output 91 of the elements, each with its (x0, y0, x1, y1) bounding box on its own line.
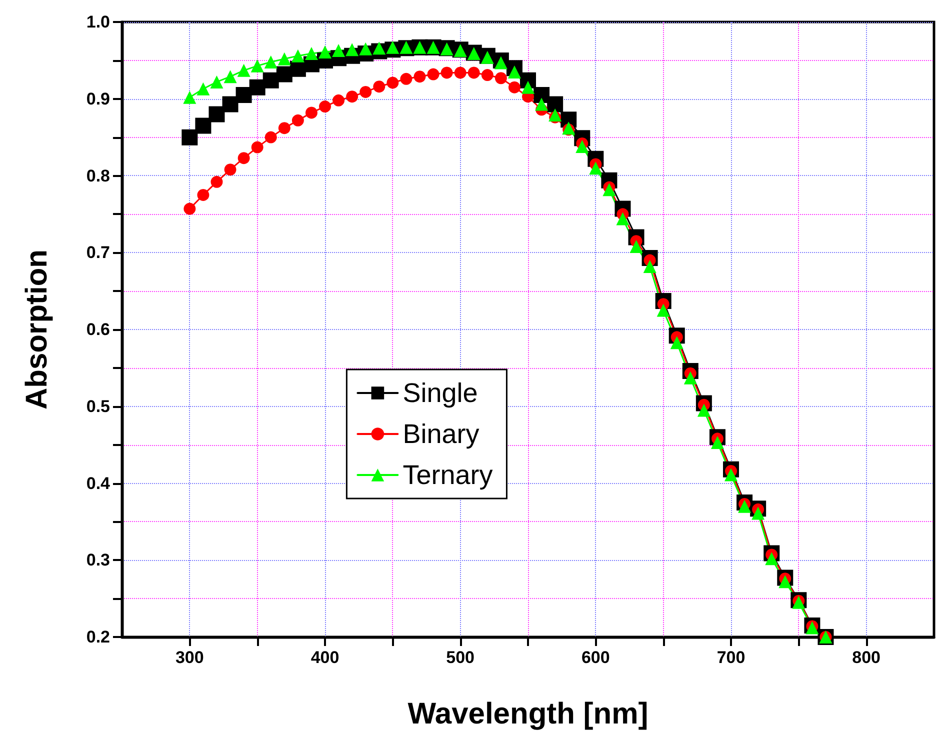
point (480, 50, 494, 64)
point (400, 72, 412, 85)
point (184, 202, 196, 215)
x-tick-label: 600 (581, 648, 610, 667)
y-tick-label: 0.2 (86, 628, 110, 646)
point (548, 108, 562, 122)
point (318, 45, 332, 58)
point (197, 188, 210, 201)
x-axis-title: Wavelength [nm] (408, 698, 648, 730)
point (291, 49, 304, 62)
point (656, 304, 670, 317)
point (738, 500, 752, 513)
point (264, 131, 277, 144)
point (237, 64, 250, 77)
point (494, 72, 507, 84)
point (332, 44, 346, 57)
point (346, 90, 358, 103)
point (765, 552, 778, 566)
point (292, 114, 304, 126)
point (630, 240, 643, 253)
x-tick-label: 500 (446, 648, 475, 667)
x-tick-label: 700 (716, 648, 746, 667)
point (195, 118, 212, 134)
point (278, 122, 290, 134)
point (264, 55, 278, 68)
y-tick-label: 0.4 (86, 474, 111, 493)
point (196, 82, 210, 96)
point (535, 98, 548, 111)
point (236, 87, 252, 104)
point (332, 94, 345, 106)
point (643, 260, 656, 273)
point (684, 371, 697, 384)
y-tick-label: 1.0 (86, 12, 110, 32)
x-tick-label: 300 (175, 648, 204, 667)
legend-label: Binary (402, 419, 480, 449)
point (481, 69, 494, 82)
point (778, 575, 792, 588)
point (278, 52, 291, 66)
point (373, 80, 386, 93)
point (262, 72, 279, 88)
point (468, 66, 480, 79)
point (494, 56, 508, 70)
point (576, 140, 589, 154)
point (359, 42, 372, 56)
point (224, 164, 236, 176)
point (616, 212, 630, 226)
y-tick-label: 0.8 (86, 166, 110, 186)
point (697, 404, 710, 417)
y-tick-label: 0.6 (86, 320, 110, 339)
point (224, 70, 237, 84)
point (602, 183, 616, 196)
point (210, 176, 223, 188)
point (522, 80, 534, 94)
point (547, 96, 564, 112)
point (250, 59, 264, 72)
point (304, 47, 318, 60)
point (182, 129, 198, 146)
y-tick-label: 0.5 (86, 396, 110, 416)
point (440, 66, 453, 79)
y-tick-label: 0.3 (86, 550, 110, 570)
point (238, 152, 250, 164)
point (508, 81, 520, 94)
legend-label: Ternary (402, 460, 494, 490)
point (752, 506, 765, 520)
y-tick-label: 0.7 (86, 243, 110, 262)
point (222, 96, 238, 112)
point (319, 100, 331, 113)
y-axis-title: Absorption (20, 250, 54, 410)
point (710, 436, 724, 450)
point (427, 68, 440, 80)
point (305, 106, 318, 119)
point (414, 70, 426, 83)
y-tick-label: 0.9 (86, 89, 110, 108)
x-tick-label: 400 (310, 648, 340, 667)
point (346, 43, 359, 56)
point (724, 468, 738, 482)
point (589, 162, 602, 175)
point (360, 86, 372, 98)
point (670, 336, 684, 350)
point (508, 65, 521, 78)
point (386, 76, 399, 89)
point (386, 40, 400, 54)
point (251, 141, 264, 154)
point (210, 75, 224, 88)
point (372, 42, 386, 55)
point (208, 106, 225, 122)
legend-label: Single (402, 378, 478, 408)
x-tick-label: 800 (852, 648, 881, 667)
point (249, 79, 266, 96)
point (454, 66, 466, 79)
point (183, 90, 196, 104)
